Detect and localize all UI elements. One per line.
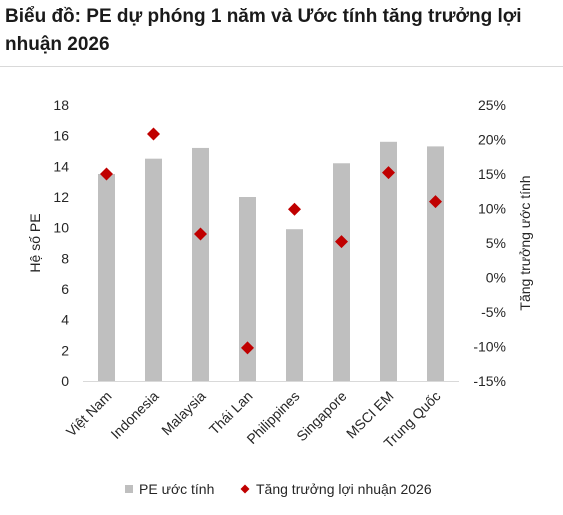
growth-marker — [194, 227, 207, 241]
y-tick-label: 18 — [53, 97, 69, 113]
legend-label: Tăng trưởng lợi nhuận 2026 — [256, 481, 432, 497]
y-tick-label: 16 — [53, 128, 69, 144]
y-tick-label: 2 — [61, 342, 69, 358]
x-tick-label: Singapore — [293, 388, 350, 445]
x-tick-label: Việt Nam — [63, 388, 115, 440]
growth-marker — [100, 167, 113, 181]
y-tick-label: 6 — [61, 281, 69, 297]
bar — [239, 197, 256, 381]
y2-tick-label: 10% — [478, 201, 506, 217]
y2-tick-label: 20% — [478, 132, 506, 148]
y-tick-label: 4 — [61, 312, 69, 328]
y-tick-label: 0 — [61, 373, 69, 389]
chart-title: Biểu đồ: PE dự phóng 1 năm và Ước tính t… — [5, 6, 522, 55]
y2-tick-label: -5% — [481, 304, 506, 320]
x-tick-label: Malaysia — [158, 388, 209, 439]
y2-tick-label: -10% — [473, 339, 506, 355]
legend-bar-swatch — [125, 485, 133, 493]
bar — [286, 229, 303, 381]
bar — [427, 146, 444, 381]
y2-tick-label: 5% — [486, 235, 506, 251]
y2-tick-label: 15% — [478, 166, 506, 182]
y2-tick-label: 0% — [486, 270, 506, 286]
legend-label: PE ước tính — [139, 481, 214, 497]
y2-tick-label: 25% — [478, 97, 506, 113]
bar — [98, 174, 115, 381]
bar — [380, 141, 397, 381]
y2-tick-label: -15% — [473, 373, 506, 389]
growth-marker — [241, 341, 254, 355]
growth-marker — [288, 202, 301, 216]
growth-marker — [335, 235, 348, 249]
bar — [333, 163, 350, 381]
growth-marker — [429, 195, 442, 209]
title-divider — [0, 66, 563, 67]
growth-marker — [382, 166, 395, 180]
bar — [192, 147, 209, 381]
y-tick-label: 14 — [53, 158, 69, 174]
legend-marker-swatch — [240, 484, 250, 494]
bar — [145, 158, 162, 381]
y-tick-label: 8 — [61, 250, 69, 266]
x-tick-label: Indonesia — [107, 388, 161, 442]
growth-marker — [147, 127, 160, 141]
y-tick-label: 10 — [53, 220, 69, 236]
y2-axis-title: Tăng trưởng ước tính — [517, 175, 533, 310]
y-axis-title: Hệ số PE — [27, 213, 43, 272]
y-tick-label: 12 — [53, 189, 69, 205]
